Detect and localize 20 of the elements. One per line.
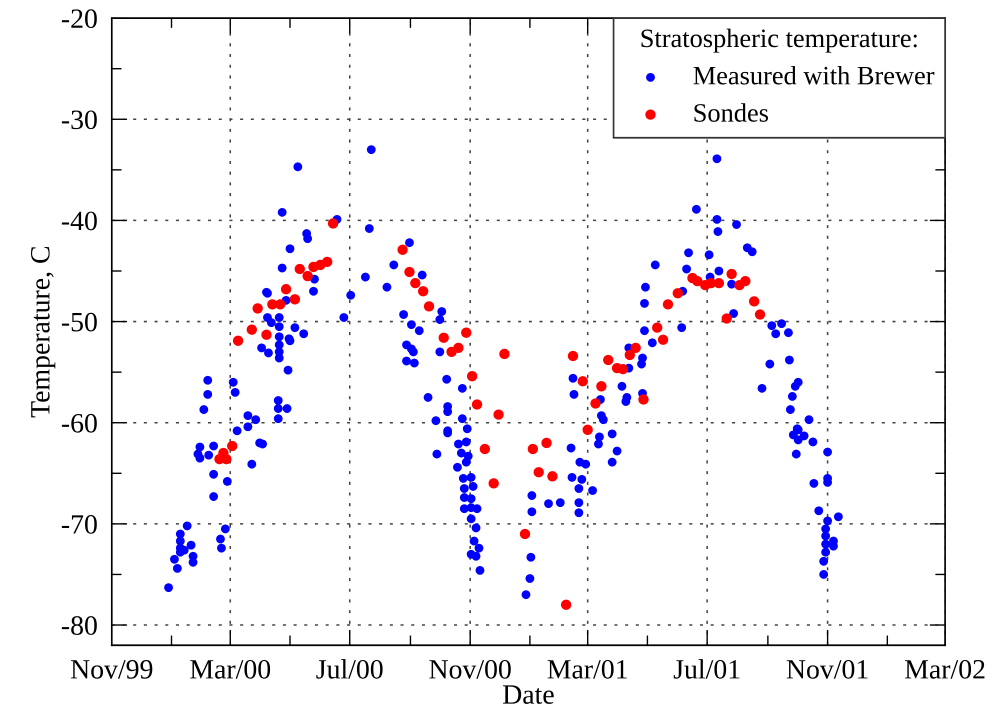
legend-label: Measured with Brewer bbox=[693, 66, 934, 85]
x-tick-label: Mar/00 bbox=[190, 660, 270, 679]
x-tick-label: Nov/99 bbox=[70, 660, 152, 679]
y-axis-title: Temperature, C bbox=[30, 247, 56, 418]
x-axis-title: Date bbox=[503, 685, 554, 704]
legend-label: Sondes bbox=[694, 103, 768, 122]
y-tick-label: -30 bbox=[62, 110, 97, 130]
x-tick-label: Mar/02 bbox=[905, 660, 984, 679]
y-tick-label: -60 bbox=[62, 414, 97, 433]
x-tick-label: Nov/00 bbox=[429, 660, 511, 679]
legend-title: Stratospheric temperature: bbox=[642, 28, 917, 53]
y-tick-label: -50 bbox=[62, 312, 97, 332]
x-tick-label: Mar/01 bbox=[548, 660, 627, 679]
y-tick-label: -80 bbox=[62, 616, 97, 635]
x-tick-label: Jul/01 bbox=[674, 659, 740, 679]
y-tick-label: -70 bbox=[62, 515, 97, 534]
y-tick-label: -20 bbox=[62, 9, 97, 28]
x-tick-label: Jul/00 bbox=[316, 659, 383, 679]
x-tick-label: Nov/01 bbox=[786, 660, 868, 679]
y-tick-label: -40 bbox=[62, 212, 97, 230]
